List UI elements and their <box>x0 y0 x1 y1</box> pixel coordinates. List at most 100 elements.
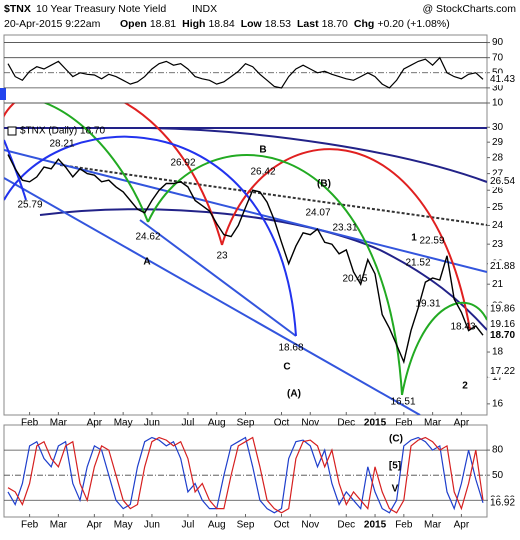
wave-label: (A) <box>287 389 301 400</box>
cycle-overlays <box>4 103 487 415</box>
series-line <box>7 436 484 514</box>
y-tick-label: 18 <box>492 347 504 358</box>
quote-value: 18.81 <box>150 18 176 30</box>
price-label: 18.68 <box>278 343 303 354</box>
wave-label: 2 <box>462 381 468 392</box>
price-label: 25.79 <box>17 200 42 211</box>
x-tick-label: Mar <box>424 418 442 429</box>
quote-label: Low <box>241 18 263 30</box>
quote-label: High <box>182 18 205 30</box>
price-label: 24.07 <box>305 208 330 219</box>
x-tick-label: Mar <box>424 520 442 531</box>
x-tick-label: Apr <box>87 418 103 429</box>
x-tick-label: Jun <box>144 520 160 531</box>
y-tick-label: 16 <box>492 399 504 410</box>
wave-label: A <box>143 257 150 268</box>
trend-line <box>4 177 421 415</box>
quote-value: +0.20 (+1.08%) <box>377 18 449 30</box>
wave-label: [5] <box>389 461 401 472</box>
source: @ StockCharts.com <box>422 3 516 15</box>
x-tick-label: Nov <box>301 418 319 429</box>
x-tick-label: Jul <box>182 418 195 429</box>
y-tick-label: 28 <box>492 152 504 163</box>
right-label: 21.88 <box>490 261 515 272</box>
x-tick-label: Feb <box>395 418 413 429</box>
right-label-bg <box>488 73 520 86</box>
exchange: INDX <box>192 3 217 15</box>
price-label: 23.31 <box>332 223 357 234</box>
cycle-arc <box>221 148 471 331</box>
quote-value: 18.84 <box>208 18 234 30</box>
y-tick-label: 23 <box>492 239 504 250</box>
right-label: 19.16 <box>490 319 515 330</box>
series-line <box>7 436 484 514</box>
price-label: 21.52 <box>405 258 430 269</box>
right-label: 26.54 <box>490 176 515 187</box>
upper-band <box>149 127 487 183</box>
symbol: $TNX <box>4 3 31 15</box>
y-tick-label: 24 <box>492 220 504 231</box>
quote-label: Chg <box>354 18 374 30</box>
quote-value: 18.70 <box>322 18 348 30</box>
legend-label: $TNX (Daily) 18.70 <box>20 126 105 137</box>
right-label: 19.86 <box>490 303 515 314</box>
x-tick-label: Apr <box>87 520 103 531</box>
right-label-bg <box>488 260 520 273</box>
series-line <box>7 56 484 89</box>
right-label: 41.43 <box>490 74 515 85</box>
cycle-arc <box>4 103 223 246</box>
y-tick-label: 27 <box>492 168 504 179</box>
security-name: 10 Year Treasury Note Yield <box>36 3 166 15</box>
y-tick-label: 90 <box>492 37 504 48</box>
right-label: 17.22 <box>490 366 515 377</box>
x-tick-label: Apr <box>454 418 470 429</box>
series-line <box>7 154 484 365</box>
y-tick-label: 29 <box>492 137 504 148</box>
wave-label: V <box>392 484 399 495</box>
x-tick-label: Aug <box>208 520 226 531</box>
x-tick-label: Jul <box>182 520 195 531</box>
x-tick-label: Oct <box>274 520 290 531</box>
x-tick-label: Apr <box>454 520 470 531</box>
right-label-bg <box>488 175 520 188</box>
y-tick-label: 30 <box>492 83 504 94</box>
x-tick-label: Feb <box>395 520 413 531</box>
right-label-bg <box>488 302 520 315</box>
right-label-bg <box>488 496 520 509</box>
price-label: 26.92 <box>170 158 195 169</box>
right-label-bg <box>488 329 520 342</box>
trend-line <box>4 149 487 273</box>
x-tick-label: Aug <box>208 418 226 429</box>
y-tick-label: 30 <box>492 122 504 133</box>
x-tick-label: Nov <box>301 520 319 531</box>
dashed-line <box>59 164 487 226</box>
cycle-arc <box>42 103 149 223</box>
right-label-bg <box>488 318 520 331</box>
wave-label: B <box>259 145 266 156</box>
x-tick-label: Oct <box>274 418 290 429</box>
y-tick-label: 21 <box>492 279 504 290</box>
wave-label: (B) <box>317 179 331 190</box>
x-tick-label: Dec <box>337 520 355 531</box>
price-label: 24.62 <box>135 232 160 243</box>
marker <box>0 88 6 100</box>
x-tick-label: May <box>114 418 133 429</box>
right-label-bg <box>488 365 520 378</box>
x-tick-label: Sep <box>237 520 255 531</box>
price-label: 22.59 <box>419 236 444 247</box>
x-tick-label: Dec <box>337 418 355 429</box>
x-tick-label: Sep <box>237 418 255 429</box>
x-tick-label: May <box>114 520 133 531</box>
x-tick-label: Jun <box>144 418 160 429</box>
x-tick-label: 2015 <box>364 520 387 531</box>
legend-swatch <box>7 126 17 136</box>
x-tick-label: Mar <box>50 520 68 531</box>
y-tick-label: 50 <box>492 67 504 78</box>
wave-label: (C) <box>389 434 403 445</box>
price-label: 26.42 <box>250 167 275 178</box>
wave-label: 1 <box>411 233 417 244</box>
quote-label: Open <box>120 18 147 30</box>
x-tick-label: Feb <box>21 418 39 429</box>
